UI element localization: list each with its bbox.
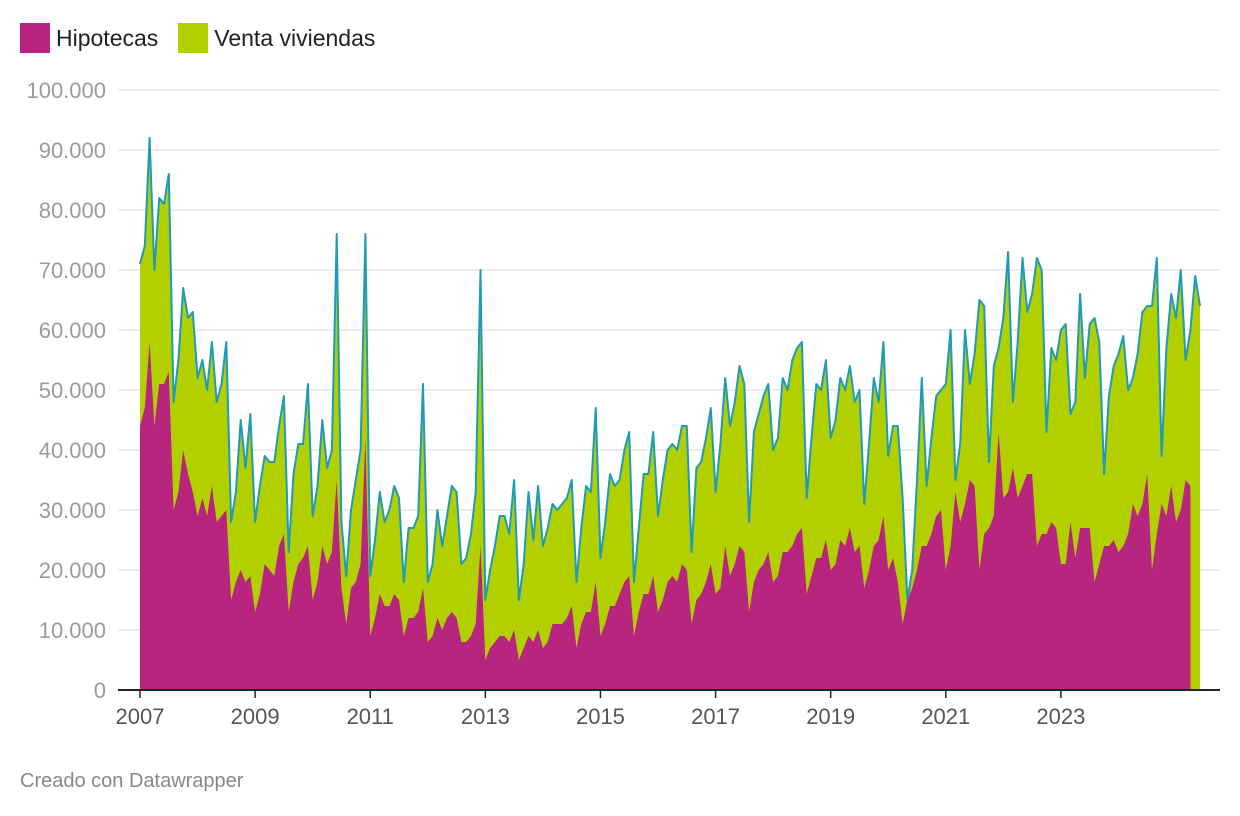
- legend-label-venta-viviendas: Venta viviendas: [214, 24, 376, 51]
- x-tick-label: 2015: [576, 704, 625, 729]
- series-areas: [139, 137, 1201, 690]
- y-tick-label: 60.000: [39, 318, 106, 343]
- y-tick-label: 0: [94, 678, 106, 703]
- area-hipotecas: [140, 342, 1191, 690]
- legend: Hipotecas Venta viviendas: [20, 22, 395, 54]
- axes: [118, 689, 1220, 698]
- legend-item-venta-viviendas[interactable]: Venta viviendas: [178, 23, 375, 53]
- legend-label-hipotecas: Hipotecas: [56, 24, 159, 51]
- x-tick-label: 2023: [1036, 704, 1085, 729]
- x-tick-label: 2021: [921, 704, 970, 729]
- x-tick-label: 2009: [231, 704, 280, 729]
- y-tick-label: 90.000: [39, 138, 106, 163]
- y-tick-label: 30.000: [39, 498, 106, 523]
- y-tick-label: 10.000: [39, 618, 106, 643]
- y-tick-label: 20.000: [39, 558, 106, 583]
- x-tick-label: 2007: [116, 704, 165, 729]
- legend-swatch-hipotecas: [20, 23, 50, 53]
- x-tick-label: 2013: [461, 704, 510, 729]
- y-tick-label: 50.000: [39, 378, 106, 403]
- tick-labels: 0 10.000 20.000 30.000 40.000 50.000 60.000 70.…: [26, 78, 1085, 729]
- y-tick-label: 80.000: [39, 198, 106, 223]
- line-venta-viviendas: [139, 137, 1201, 601]
- y-tick-label: 70.000: [39, 258, 106, 283]
- legend-item-hipotecas[interactable]: Hipotecas: [20, 23, 158, 53]
- y-tick-label: 100.000: [26, 78, 106, 103]
- y-tick-label: 40.000: [39, 438, 106, 463]
- x-tick-label: 2011: [347, 704, 394, 729]
- credit-text: Creado con Datawrapper: [20, 770, 244, 792]
- x-tick-label: 2017: [691, 704, 740, 729]
- legend-swatch-venta-viviendas: [178, 23, 209, 53]
- area-chart: 0 10.000 20.000 30.000 40.000 50.000 60.000 70.…: [26, 78, 1220, 729]
- x-tick-label: 2019: [806, 704, 855, 729]
